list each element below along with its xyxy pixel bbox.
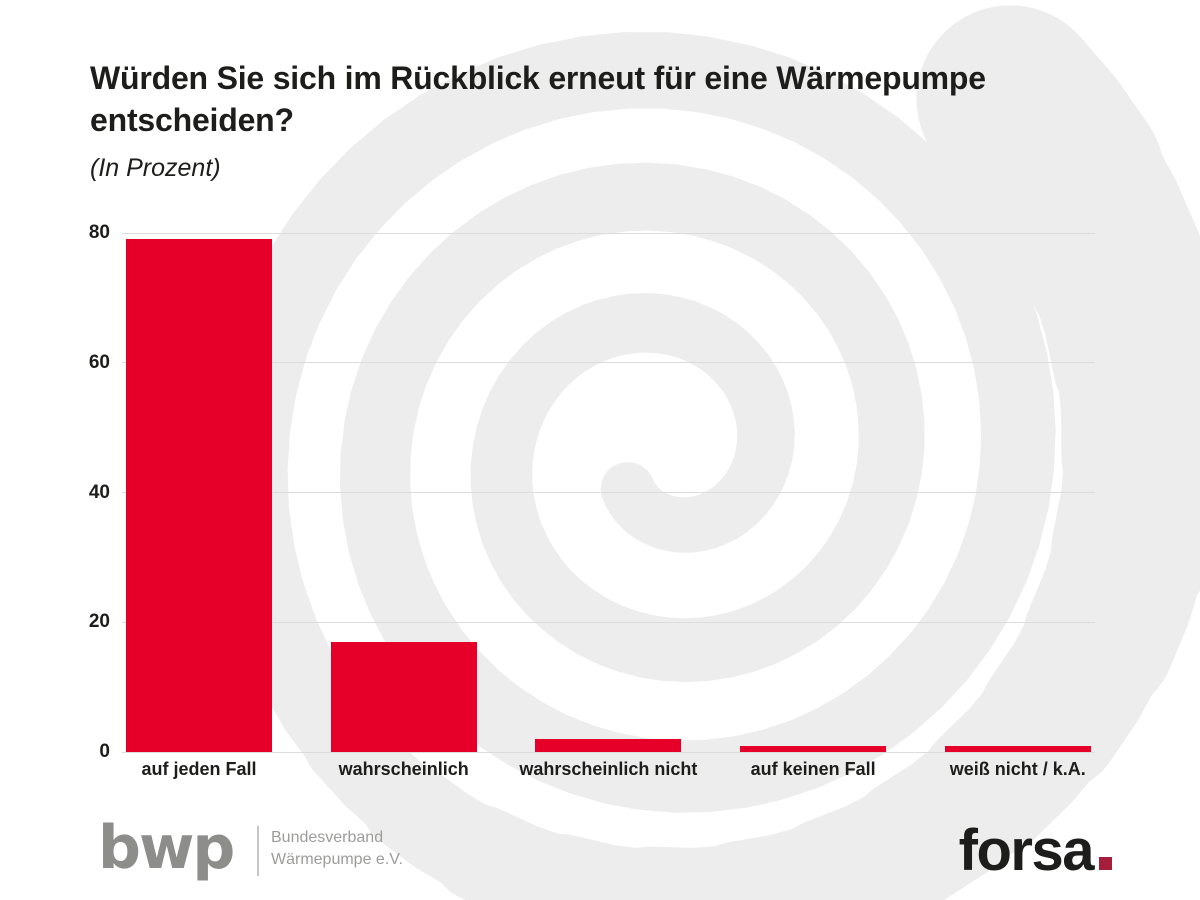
bwp-logo-wordmark: bwp: [98, 813, 235, 883]
chart-title: Würden Sie sich im Rückblick erneut für …: [90, 57, 1110, 141]
chart-title-line-1: Würden Sie sich im Rückblick erneut für …: [90, 60, 986, 96]
bar-1: [126, 239, 272, 752]
bwp-org-line-1: Bundesverband: [271, 829, 384, 846]
forsa-logo: forsa: [959, 818, 1112, 884]
gridline-0: [122, 751, 1095, 753]
gridline-60: [122, 362, 1095, 364]
x-category-label-1: auf jeden Fall: [141, 759, 257, 779]
bar-3: [535, 739, 682, 752]
forsa-logo-dot: [1099, 857, 1112, 870]
x-category-label-2: wahrscheinlich: [338, 759, 469, 779]
bwp-logo-divider: [257, 826, 259, 876]
y-tick-label-40: 40: [88, 481, 110, 503]
chart-subtitle: (In Prozent): [90, 154, 221, 182]
bwp-org-name: Bundesverband Wärmepumpe e.V.: [271, 827, 403, 871]
gridline-20: [122, 621, 1095, 623]
y-tick-label-0: 0: [99, 741, 110, 762]
gridline-80: [122, 232, 1095, 234]
forsa-logo-wordmark: forsa: [958, 818, 1095, 883]
x-category-label-4: auf keinen Fall: [750, 759, 876, 779]
x-category-label-5: weiß nicht / k.A.: [949, 759, 1086, 779]
y-tick-label-80: 80: [88, 222, 110, 243]
bar-5: [944, 745, 1091, 752]
header: Würden Sie sich im Rückblick erneut für …: [90, 57, 1110, 188]
y-tick-label-60: 60: [88, 351, 110, 373]
chart-title-line-2: entscheiden?: [90, 102, 294, 138]
x-category-label-3: wahrscheinlich nicht: [519, 759, 698, 779]
bwp-org-line-2: Wärmepumpe e.V.: [271, 851, 403, 868]
gridline-40: [122, 492, 1095, 493]
bar-2: [330, 641, 477, 752]
y-tick-label-20: 20: [88, 611, 110, 633]
bar-4: [740, 745, 887, 752]
